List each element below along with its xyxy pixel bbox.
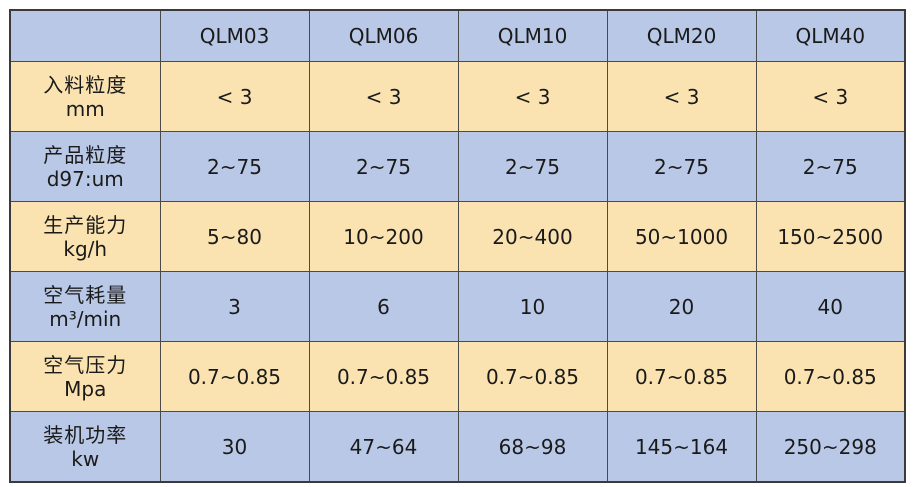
value-cell: 30	[159, 411, 310, 483]
param-unit: kw	[71, 446, 100, 471]
value-cell: 2~75	[308, 131, 459, 202]
value-cell: 250~298	[755, 411, 906, 483]
table-row: 装机功率 kw 30 47~64 68~98 145~164 250~298	[9, 411, 906, 483]
param-cell: 空气压力 Mpa	[9, 341, 161, 412]
param-unit: m³/min	[49, 306, 122, 331]
param-name: 空气压力	[43, 352, 128, 377]
param-name: 装机功率	[43, 422, 128, 447]
value-cell: 68~98	[457, 411, 608, 483]
value-cell: < 3	[159, 61, 310, 132]
value-cell: 0.7~0.85	[308, 341, 459, 412]
value-cell: 20~400	[457, 201, 608, 272]
value-cell: 145~164	[606, 411, 757, 483]
value-cell: 2~75	[159, 131, 310, 202]
param-cell: 产品粒度 d97:um	[9, 131, 161, 202]
model-header: QLM10	[457, 9, 608, 62]
param-cell: 装机功率 kw	[9, 411, 161, 483]
table-row: 入料粒度 mm < 3 < 3 < 3 < 3 < 3	[9, 61, 906, 132]
param-name: 入料粒度	[43, 72, 128, 97]
value-cell: 10~200	[308, 201, 459, 272]
param-unit: kg/h	[63, 236, 108, 261]
value-cell: 0.7~0.85	[159, 341, 310, 412]
value-cell: 6	[308, 271, 459, 342]
value-cell: 3	[159, 271, 310, 342]
value-cell: 0.7~0.85	[606, 341, 757, 412]
param-unit: Mpa	[64, 376, 107, 401]
param-name: 空气耗量	[43, 282, 128, 307]
value-cell: < 3	[606, 61, 757, 132]
value-cell: 10	[457, 271, 608, 342]
value-cell: 0.7~0.85	[457, 341, 608, 412]
table-row: 产品粒度 d97:um 2~75 2~75 2~75 2~75 2~75	[9, 131, 906, 202]
value-cell: 40	[755, 271, 906, 342]
model-header: QLM20	[606, 9, 757, 62]
model-header: QLM40	[755, 9, 906, 62]
value-cell: < 3	[755, 61, 906, 132]
param-cell: 生产能力 kg/h	[9, 201, 161, 272]
value-cell: 150~2500	[755, 201, 906, 272]
value-cell: < 3	[457, 61, 608, 132]
value-cell: 50~1000	[606, 201, 757, 272]
corner-cell	[9, 9, 161, 62]
value-cell: 20	[606, 271, 757, 342]
value-cell: 47~64	[308, 411, 459, 483]
model-header: QLM03	[159, 9, 310, 62]
param-cell: 空气耗量 m³/min	[9, 271, 161, 342]
value-cell: 0.7~0.85	[755, 341, 906, 412]
value-cell: 2~75	[606, 131, 757, 202]
param-unit: mm	[65, 96, 105, 121]
param-name: 生产能力	[43, 212, 128, 237]
param-unit: d97:um	[46, 166, 124, 191]
param-cell: 入料粒度 mm	[9, 61, 161, 132]
value-cell: 5~80	[159, 201, 310, 272]
value-cell: 2~75	[457, 131, 608, 202]
model-header: QLM06	[308, 9, 459, 62]
spec-table: QLM03 QLM06 QLM10 QLM20 QLM40 入料粒度 mm < …	[9, 9, 906, 483]
table-row: 空气压力 Mpa 0.7~0.85 0.7~0.85 0.7~0.85 0.7~…	[9, 341, 906, 412]
value-cell: 2~75	[755, 131, 906, 202]
table-row: 生产能力 kg/h 5~80 10~200 20~400 50~1000 150…	[9, 201, 906, 272]
param-name: 产品粒度	[43, 142, 128, 167]
header-row: QLM03 QLM06 QLM10 QLM20 QLM40	[9, 9, 906, 62]
table-row: 空气耗量 m³/min 3 6 10 20 40	[9, 271, 906, 342]
value-cell: < 3	[308, 61, 459, 132]
